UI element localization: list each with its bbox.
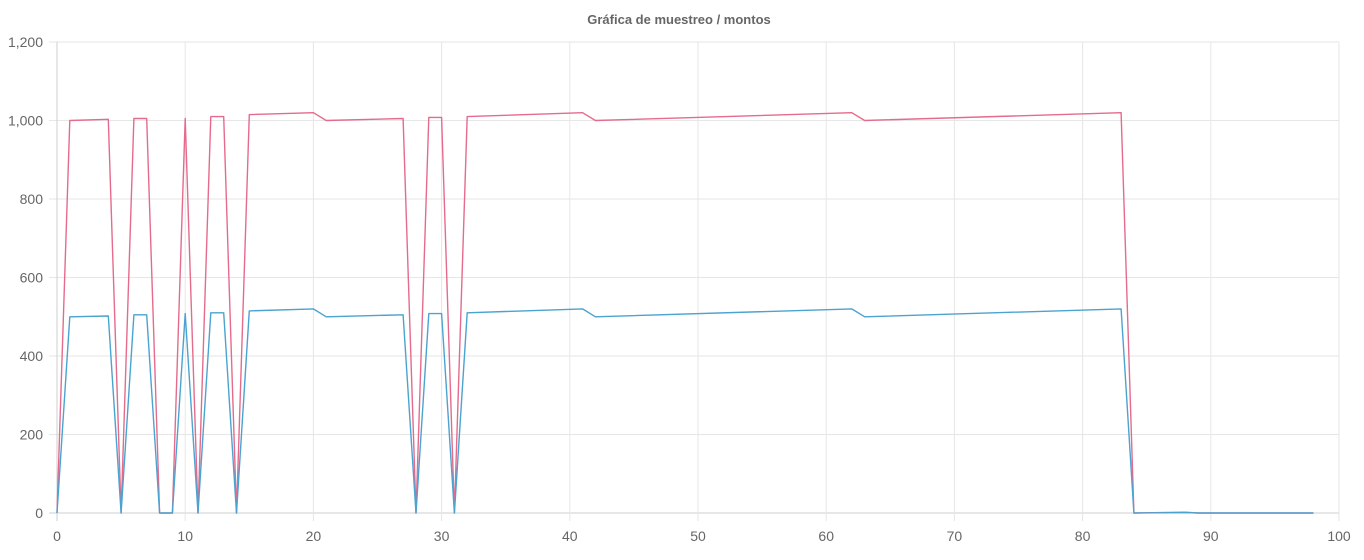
x-tick-label: 30 bbox=[434, 528, 450, 544]
x-tick-label: 60 bbox=[818, 528, 834, 544]
chart-title: Gráfica de muestreo / montos bbox=[587, 12, 771, 27]
y-tick-label: 0 bbox=[35, 505, 43, 521]
y-tick-label: 1,200 bbox=[8, 34, 43, 50]
x-tick-label: 10 bbox=[177, 528, 193, 544]
x-tick-label: 70 bbox=[947, 528, 963, 544]
x-tick-label: 80 bbox=[1075, 528, 1091, 544]
grid bbox=[49, 41, 1340, 521]
x-tick-label: 50 bbox=[690, 528, 706, 544]
axes: 0 200 400 600 800 1,000 1,200 0 10 20 30 40 50 60 70 80… bbox=[8, 34, 1351, 544]
x-tick-label: 0 bbox=[53, 528, 61, 544]
x-tick-label: 90 bbox=[1203, 528, 1219, 544]
y-tick-label: 800 bbox=[20, 191, 44, 207]
x-tick-label: 20 bbox=[306, 528, 322, 544]
series-line-2 bbox=[56, 308, 1314, 514]
series-lines bbox=[56, 111, 1314, 514]
x-tick-label: 40 bbox=[562, 528, 578, 544]
series-line-1 bbox=[56, 111, 1314, 514]
y-tick-label: 1,000 bbox=[8, 113, 43, 129]
x-tick-label: 100 bbox=[1327, 528, 1351, 544]
y-tick-label: 200 bbox=[20, 427, 44, 443]
y-tick-label: 400 bbox=[20, 348, 44, 364]
y-tick-label: 600 bbox=[20, 270, 44, 286]
